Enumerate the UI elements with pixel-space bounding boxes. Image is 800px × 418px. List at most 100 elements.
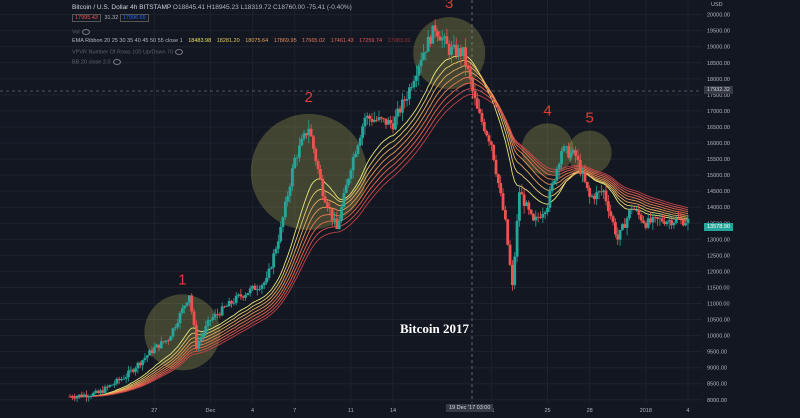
vpvr-label[interactable]: VPVR Number Of Rows 100 Up/Down 70 [72,49,174,56]
candle-body [173,327,177,329]
candle-body [663,221,666,225]
candle-body [279,226,283,242]
candle-body [113,383,116,385]
candle-body [363,117,367,127]
candle-body [171,328,175,337]
candle-body [89,395,93,397]
candle-body [230,301,233,304]
x-tick-label: 2018 [640,408,652,414]
candle-body [260,284,264,289]
candle-body [246,293,250,296]
candle-body [522,194,526,206]
annotation-label: 3 [445,0,453,12]
eye-icon[interactable] [175,49,184,55]
chart-caption: Bitcoin 2017 [400,321,469,336]
candle-body [211,317,215,320]
candle-body [82,394,86,397]
buy-button[interactable]: 17996.65 [119,14,149,22]
y-tick-label: 12000.00 [707,269,730,275]
candle-body [686,218,690,224]
y-tick-label: 10500.00 [707,318,730,324]
candle-body [237,294,240,296]
candle-body [527,202,531,210]
vol-row: Vol [72,29,90,35]
candle-body [323,196,327,203]
eye-icon[interactable] [81,29,90,35]
candle-body [632,209,636,211]
candle-body [562,146,566,152]
highlight-circle [144,294,221,371]
candle-body [321,178,325,197]
candle-body [457,48,460,56]
candle-body [658,218,662,220]
candle-body [471,79,475,91]
candle-body [494,159,498,175]
symbol-title[interactable]: Bitcoin / U.S. Dollar 4h BITSTAMP [72,4,172,11]
candle-body [532,213,535,221]
candle-body [272,253,276,268]
chart-grid [0,0,702,403]
candle-body [218,314,222,316]
ema-ribbon-label[interactable]: EMA Ribbon 20 25 30 35 40 45 50 55 close… [72,38,183,44]
candle-body [349,170,353,179]
candle-body [616,234,620,240]
y-tick-label: 15000.00 [707,173,730,179]
candle-body [482,121,486,132]
candle-body [525,202,528,206]
candle-body [503,209,507,220]
candle-body [628,210,631,219]
chart-header: Bitcoin / U.S. Dollar 4h BITSTAMP O18845… [72,4,352,11]
candle-body [213,313,217,318]
sell-button[interactable]: 17995.43 [72,14,101,22]
highlight-circle [250,113,367,230]
ema-value: 17461.43 [330,38,354,44]
y-tick-label: 18000.00 [707,77,730,83]
candle-body [518,192,521,221]
price-axis: 20000.00 19500.00 19000.00 18500.00 18000.00… [707,13,730,404]
eye-icon[interactable] [112,59,121,65]
candle-body [621,224,624,230]
candle-body [122,378,126,380]
candle-body [129,369,133,371]
candle-body [546,207,549,213]
candle-body [382,118,386,120]
candle-body [513,256,517,286]
ema-value: 18075.64 [245,38,269,44]
candle-body [305,133,308,136]
candle-body [422,52,425,60]
last-price-tag: 13578.90 [704,223,733,231]
candle-body [351,157,355,171]
time-axis: 27Dec47111421252820184 [151,408,689,414]
candle-body [377,117,381,121]
candle-body [468,69,472,80]
candle-body [569,152,573,158]
y-tick-label: 17000.00 [707,109,730,115]
candle-body [400,99,404,113]
candle-body [433,25,437,32]
candle-body [330,208,334,221]
candle-body [536,216,540,218]
candle-body [150,350,154,354]
candle-body [410,87,414,88]
candle-body [651,216,655,223]
ema-value: 17083.01 [387,38,411,44]
y-tick-label: 9000.00 [707,366,727,372]
candle-body [223,306,226,308]
candle-body [543,212,547,215]
currency-label: USD [711,2,723,8]
candle-body [609,211,613,217]
candle-body [677,219,680,220]
candle-body [635,209,638,211]
bb-label[interactable]: BB 20 close 2 0 [72,59,111,66]
candle-body [637,209,641,215]
candle-body [75,396,79,399]
candle-body [185,302,189,306]
vol-label[interactable]: Vol [72,29,80,36]
candle-body [361,126,364,138]
y-tick-label: 15500.00 [707,157,730,163]
candle-body [96,390,100,394]
candle-body [255,289,259,291]
trade-row: 17995.43 31.32 17996.65 [72,14,151,22]
candle-body [445,36,449,44]
